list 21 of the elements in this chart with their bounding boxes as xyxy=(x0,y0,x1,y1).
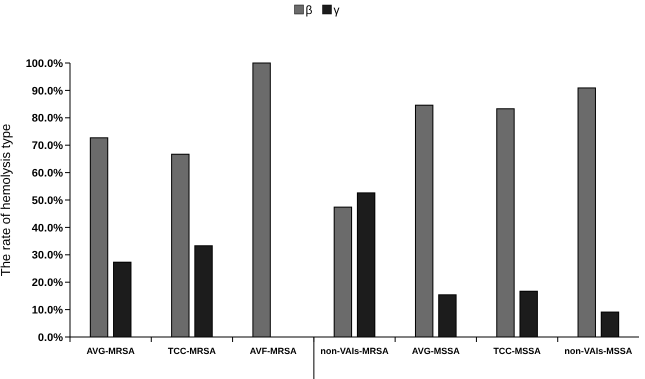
x-tick-label: AVF-MRSA xyxy=(250,346,298,356)
y-tick-label: 100.0% xyxy=(26,58,64,70)
y-tick-label: 0.0% xyxy=(38,332,64,344)
x-tick-label: TCC-MSSA xyxy=(493,346,542,356)
x-tick-label: TCC-MRSA xyxy=(168,346,216,356)
y-tick-label: 90.0% xyxy=(32,85,64,98)
x-tick-label: non-VAIs-MSSA xyxy=(564,346,633,356)
y-axis-title: The rate of hemolysis type xyxy=(0,124,13,276)
x-tick-label: AVG-MRSA xyxy=(86,346,136,356)
legend-label: γ xyxy=(334,3,340,17)
x-tick-label: non-VAIs-MRSA xyxy=(320,346,390,356)
y-tick-label: 50.0% xyxy=(32,194,64,207)
y-tick-label: 20.0% xyxy=(32,277,64,290)
y-tick-label: 40.0% xyxy=(32,222,64,234)
legend-label: β xyxy=(306,3,312,17)
x-tick-label: AVG-MSSA xyxy=(412,346,460,356)
y-tick-label: 60.0% xyxy=(32,167,64,180)
y-tick-label: 80.0% xyxy=(32,112,64,125)
y-tick-label: 30.0% xyxy=(32,250,64,262)
y-tick-label: 10.0% xyxy=(32,304,64,316)
y-tick-label: 70.0% xyxy=(32,140,64,152)
